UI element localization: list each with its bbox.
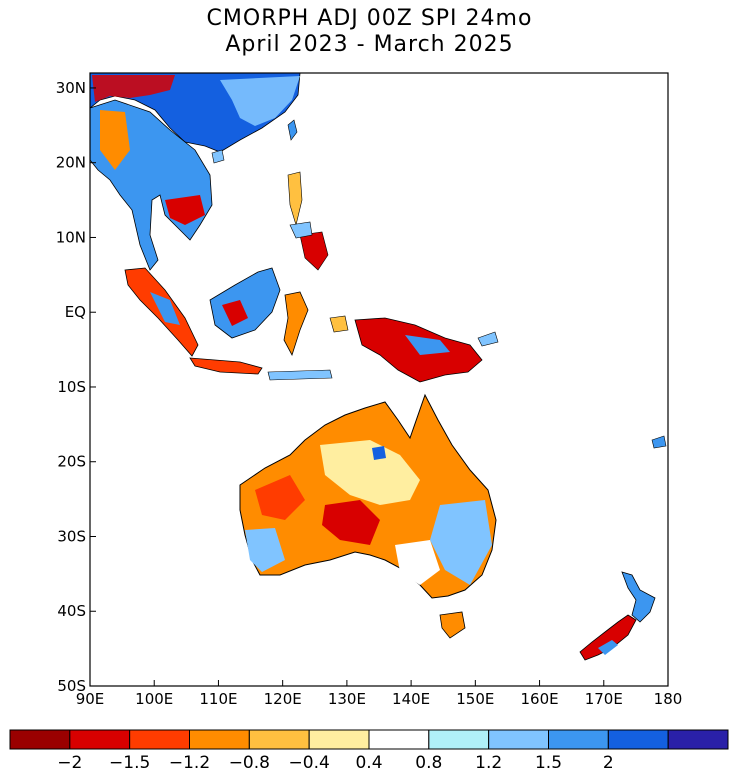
colorbar-swatch [548,729,609,750]
region-philippines-luzon [287,171,303,227]
lon-tick-label: 160E [521,690,559,708]
region-nz-south-blue [598,640,618,655]
region-indochina-red [165,195,205,225]
colorbar-label: 0.4 [355,753,382,773]
region-philippines-mindanao [299,231,329,271]
lat-tick-label: 40S [57,602,86,620]
region-borneo-red [222,300,248,326]
lon-tick-label: 170E [585,690,623,708]
region-moluccas [329,315,349,333]
lon-tick-label: 100E [135,690,173,708]
region-hainan [211,149,225,164]
colorbar-label: −0.8 [229,753,270,773]
region-indochina-orange [100,110,130,170]
colorbar: −2 −1.5 −1.2 −0.8 −0.4 0.4 0.8 1.2 1.5 2 [9,729,729,773]
colorbar-label: 0.8 [415,753,442,773]
region-philippines-visayas [289,221,313,239]
colorbar-label: 2 [603,753,614,773]
region-new-britain [477,331,499,347]
colorbar-label: 1.5 [535,753,562,773]
colorbar-swatch [428,729,490,750]
colorbar-swatch [368,729,430,750]
region-nz-south [579,614,637,661]
lat-tick-label: 30S [57,527,86,545]
region-sumatra-blue [150,292,180,325]
region-java [189,357,263,375]
region-australia-southwest-blue [245,528,285,572]
colorbar-label: −2 [57,753,82,773]
lon-tick-label: 110E [199,690,237,708]
region-australia-se-white [395,540,440,585]
map-title-line2: April 2023 - March 2025 [225,32,514,57]
colorbar-swatch [129,729,191,750]
lat-tick-label: EQ [65,303,86,321]
lon-tick-label: 180 [654,690,683,708]
colorbar-swatch [69,729,131,750]
colorbar-swatch [308,729,370,750]
lon-tick-label: 150E [456,690,494,708]
lat-tick-label: 30N [56,79,86,97]
region-australia-east-blue [430,500,492,585]
region-taiwan [287,119,298,141]
region-sulawesi [283,291,309,357]
colorbar-swatch [189,729,250,750]
region-nz-north [621,571,656,623]
region-south-china-red [92,75,175,102]
lat-tick-label: 20N [56,154,86,172]
region-borneo [209,267,281,339]
region-tasmania [439,611,466,639]
colorbar-label: −0.4 [289,753,330,773]
lat-axis: 30N 20N 10N EQ 10S 20S 30S 40S 50S [56,79,96,695]
colorbar-label: −1.2 [169,753,210,773]
colorbar-label: 1.2 [475,753,502,773]
region-australia-central-white [320,440,420,505]
region-south-china-light [220,76,300,126]
lat-tick-label: 50S [57,677,86,695]
region-fiji [651,435,667,449]
colorbar-swatch [488,729,549,750]
lon-tick-label: 90E [76,690,105,708]
map-frame [89,72,669,687]
region-australia-north-blue [372,446,386,460]
lon-tick-label: 140E [392,690,430,708]
lat-tick-label: 10N [56,228,86,246]
region-australia-central-red [322,500,380,545]
lon-tick-label: 120E [264,690,302,708]
colorbar-swatch [667,729,729,750]
region-new-guinea-blue [405,335,450,355]
region-australia-west-red [255,475,305,520]
colorbar-label: −1.5 [109,753,150,773]
lon-axis: 90E 100E 110E 120E 130E 140E 150E 160E 170E 180 [76,680,683,708]
lat-tick-label: 20S [57,453,86,471]
land-areas [89,72,667,661]
map-title-line1: CMORPH ADJ 00Z SPI 24mo [206,6,533,31]
colorbar-swatch [607,729,669,750]
colorbar-swatch [9,729,71,750]
lon-tick-label: 130E [328,690,366,708]
colorbar-swatch [248,729,310,750]
region-lesser-sunda [267,369,333,381]
lat-tick-label: 10S [57,378,86,396]
